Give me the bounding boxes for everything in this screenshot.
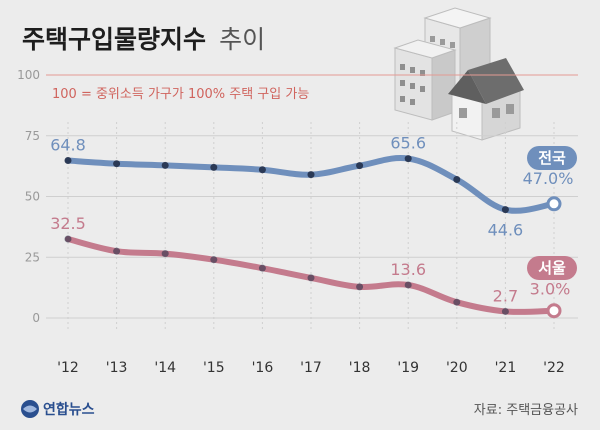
- y-tick-label: 100: [17, 68, 40, 82]
- title-bold: 주택구입물량지수: [22, 25, 206, 54]
- x-tick-label: '17: [300, 360, 322, 376]
- series-badge-label: 전국: [538, 149, 566, 167]
- data-point: [113, 160, 121, 168]
- y-axis: 0 25 50 75 100: [17, 68, 40, 325]
- y-tick-label: 50: [25, 190, 40, 204]
- series-layer: 64.8 65.6 44.6 47.0% 전국 32.5 13.6 2.7 3.0% 서울: [50, 134, 577, 319]
- series-badge: [527, 256, 577, 280]
- data-point: [258, 166, 266, 174]
- value-label: 3.0%: [530, 280, 571, 299]
- source-text: 자료: 주택금융공사: [474, 403, 578, 418]
- data-point: [501, 307, 509, 315]
- data-point-last: [546, 196, 562, 212]
- data-point: [64, 235, 72, 243]
- grid: [46, 74, 578, 332]
- data-point: [453, 175, 461, 183]
- buildings-illustration: [393, 7, 524, 141]
- data-point: [453, 298, 461, 306]
- x-tick-label: '12: [57, 360, 79, 376]
- data-point: [356, 283, 364, 291]
- x-tick-label: '13: [106, 360, 128, 376]
- x-tick-label: '20: [446, 360, 468, 376]
- y-tick-label: 75: [25, 129, 40, 143]
- y-tick-label: 0: [32, 311, 40, 325]
- value-label: 64.8: [50, 136, 86, 155]
- logo-text: 연합뉴스: [43, 401, 95, 418]
- data-point: [210, 163, 218, 171]
- x-axis: '12 '13 '14 '15 '16 '17 '18 '19 '20 '21 '22: [57, 360, 565, 376]
- data-point: [161, 250, 169, 258]
- value-label: 32.5: [50, 214, 86, 233]
- y-tick-label: 25: [25, 250, 40, 264]
- data-point: [501, 206, 509, 214]
- x-tick-label: '15: [203, 360, 225, 376]
- data-point: [307, 171, 315, 179]
- series-seoul: 32.5 13.6 2.7 3.0% 서울: [50, 214, 577, 319]
- x-tick-label: '16: [252, 360, 274, 376]
- reference-note: 100 = 중위소득 가구가 100% 주택 구입 가능: [52, 87, 309, 102]
- title: 주택구입물량지수 추이: [22, 25, 265, 54]
- data-point: [404, 155, 412, 163]
- x-tick-label: '22: [543, 360, 565, 376]
- series-national: 64.8 65.6 44.6 47.0% 전국: [50, 134, 577, 240]
- value-label: 44.6: [488, 221, 524, 240]
- data-point: [113, 247, 121, 255]
- x-tick-label: '18: [349, 360, 371, 376]
- series-badge: [527, 146, 577, 170]
- data-point: [161, 161, 169, 169]
- data-point: [356, 162, 364, 170]
- data-point: [404, 281, 412, 289]
- x-tick-label: '14: [154, 360, 176, 376]
- x-tick-label: '21: [495, 360, 517, 376]
- data-point: [307, 274, 315, 282]
- data-point: [210, 256, 218, 264]
- value-label: 65.6: [390, 134, 426, 153]
- data-point: [64, 157, 72, 165]
- series-badge-label: 서울: [538, 259, 566, 277]
- x-tick-label: '19: [397, 360, 419, 376]
- data-point-last: [546, 303, 562, 319]
- title-light: 추이: [219, 25, 265, 54]
- value-label: 47.0%: [523, 169, 574, 188]
- value-label: 13.6: [390, 260, 426, 279]
- data-point: [258, 264, 266, 272]
- value-label: 2.7: [493, 286, 518, 305]
- yonhap-logo: 연합뉴스: [21, 400, 95, 418]
